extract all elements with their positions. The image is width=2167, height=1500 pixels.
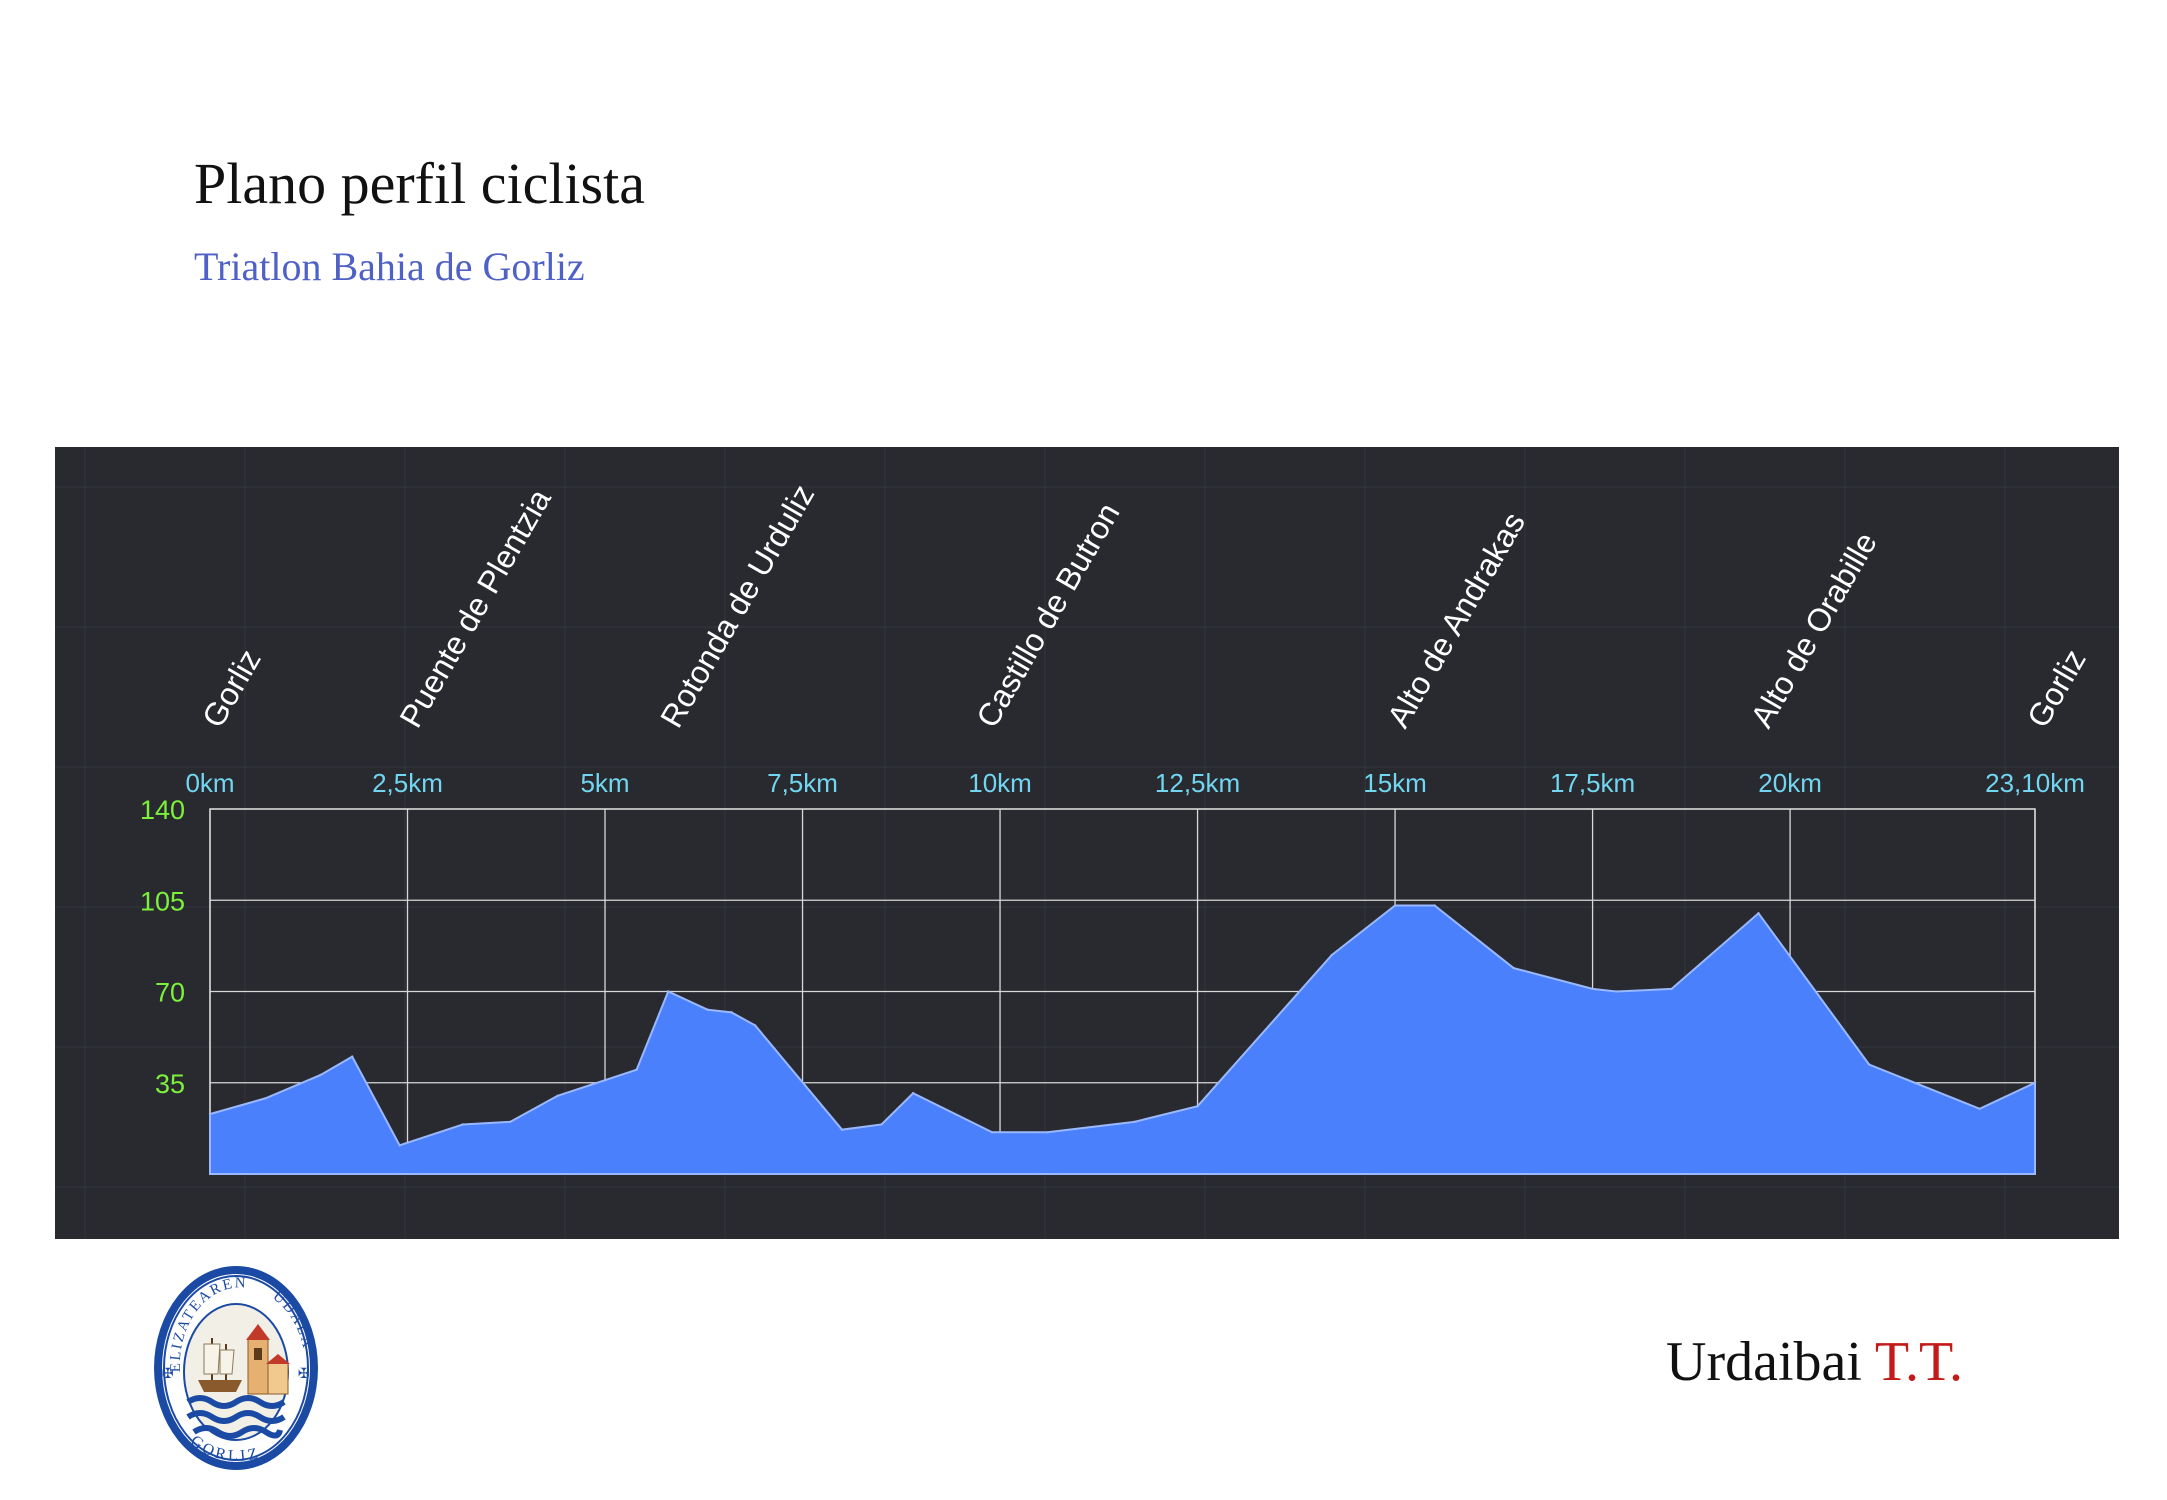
footer-brand: Urdaibai T.T. — [1666, 1330, 1963, 1394]
elevation-point — [461, 1123, 465, 1126]
x-tick-label: 7,5km — [767, 768, 838, 798]
elevation-point — [1757, 912, 1760, 915]
place-label: Rotonda de Urduliz — [653, 478, 821, 733]
elevation-point — [753, 1024, 757, 1027]
place-label: Puente de Plentzia — [392, 483, 558, 734]
elevation-point — [990, 1131, 994, 1134]
elevation-area — [209, 904, 2036, 1175]
elevation-point — [1196, 1105, 1199, 1108]
elevation-point — [509, 1120, 512, 1124]
elevation-point — [1867, 1063, 1871, 1066]
elevation-point — [706, 1008, 709, 1011]
elevation-point — [1615, 990, 1618, 993]
elevation-profile-chart: 35 70 105 140 0km 2,5km 5km 7,5km 10km 12,5km 15km… — [55, 447, 2119, 1239]
elevation-point — [911, 1091, 915, 1095]
page-title: Plano perfil ciclista — [194, 151, 645, 216]
x-tick-label: 20km — [1758, 768, 1822, 798]
svg-text:✠: ✠ — [162, 1366, 174, 1382]
elevation-point — [880, 1123, 883, 1126]
elevation-point — [1330, 953, 1334, 957]
footer-brand-accent: T.T. — [1874, 1331, 1964, 1393]
place-label: Castillo de Butron — [969, 497, 1126, 734]
elevation-point — [1133, 1120, 1136, 1124]
elevation-point — [1512, 966, 1515, 970]
elevation-point — [603, 1078, 607, 1082]
elevation-point — [556, 1094, 559, 1097]
gorliz-seal-logo: ✠ ✠ ELIZATEAREN UDALA GORLIZ — [150, 1262, 322, 1475]
elevation-point — [635, 1068, 638, 1071]
footer-brand-main: Urdaibai — [1666, 1331, 1862, 1393]
elevation-point — [1591, 987, 1594, 991]
place-label: Gorliz — [195, 643, 268, 733]
y-tick-label: 105 — [140, 886, 185, 916]
page-subtitle: Triatlon Bahia de Gorliz — [194, 244, 585, 289]
svg-text:✠: ✠ — [298, 1366, 310, 1382]
x-tick-label: 0km — [185, 768, 234, 798]
elevation-point — [730, 1011, 733, 1014]
x-tick-label: 17,5km — [1550, 768, 1635, 798]
x-tick-label: 2,5km — [372, 768, 443, 798]
elevation-point — [1393, 904, 1397, 907]
x-tick-label: 15km — [1363, 768, 1427, 798]
x-tick-label: 5km — [580, 768, 629, 798]
y-tick-label: 35 — [155, 1069, 185, 1099]
elevation-point — [208, 1112, 212, 1116]
elevation-point — [1433, 904, 1436, 907]
elevation-point — [1978, 1107, 1981, 1111]
elevation-point — [840, 1128, 844, 1131]
elevation-point — [264, 1097, 267, 1100]
x-tick-label: 12,5km — [1155, 768, 1240, 798]
elevation-point — [319, 1073, 322, 1077]
elevation-point — [667, 990, 670, 993]
x-tick-label: 10km — [968, 768, 1032, 798]
y-tick-label: 140 — [140, 795, 185, 825]
elevation-point — [398, 1144, 401, 1147]
elevation-point — [1670, 987, 1673, 991]
elevation-point — [2033, 1081, 2037, 1084]
elevation-point — [1046, 1131, 1049, 1134]
place-label: Alto de Andrakas — [1380, 506, 1532, 734]
x-tick-label: 23,10km — [1985, 768, 2085, 798]
elevation-point — [351, 1055, 354, 1058]
place-label: Gorliz — [2020, 643, 2093, 733]
y-tick-label: 70 — [155, 978, 185, 1008]
place-label: Alto de Orabille — [1743, 526, 1884, 733]
